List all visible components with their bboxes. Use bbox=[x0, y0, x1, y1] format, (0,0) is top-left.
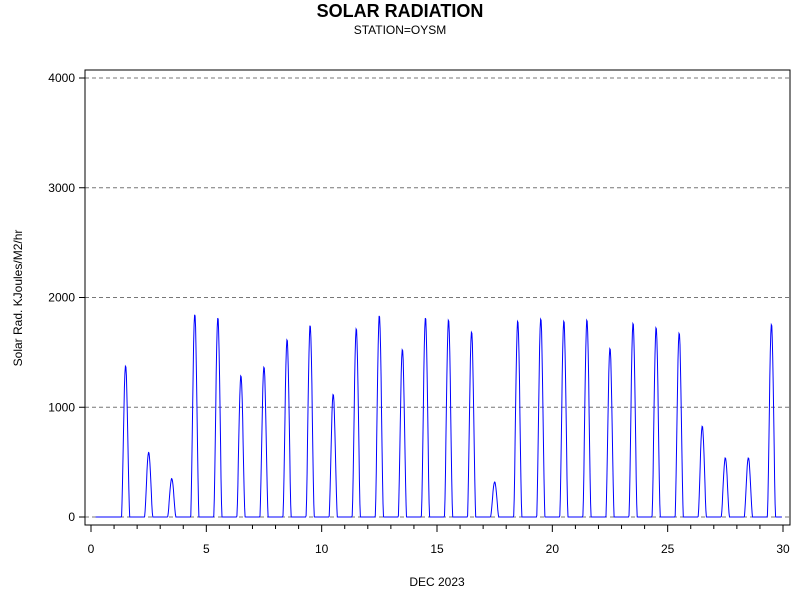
day-peak-point-29 bbox=[770, 323, 772, 325]
day-peak-point-12 bbox=[378, 314, 380, 316]
day-peak-point-6 bbox=[240, 374, 242, 376]
x-tick-label: 0 bbox=[88, 542, 95, 556]
x-axis-label: DEC 2023 bbox=[409, 575, 465, 589]
y-tick-label: 0 bbox=[68, 510, 75, 524]
y-tick-label: 4000 bbox=[48, 71, 75, 85]
peak-markers bbox=[125, 313, 773, 483]
day-peak-point-24 bbox=[655, 326, 657, 328]
day-peak-point-17 bbox=[494, 481, 496, 483]
day-peak-point-23 bbox=[632, 322, 634, 324]
y-tick-label: 1000 bbox=[48, 400, 75, 414]
day-peak-point-13 bbox=[401, 348, 403, 350]
day-peak-point-11 bbox=[355, 327, 357, 329]
day-peak-point-20 bbox=[563, 320, 565, 322]
day-peak-point-22 bbox=[609, 347, 611, 349]
day-peak-point-16 bbox=[471, 331, 473, 333]
gridlines bbox=[85, 77, 790, 518]
day-peak-point-18 bbox=[517, 320, 519, 322]
chart-title: SOLAR RADIATION bbox=[316, 1, 484, 21]
x-tick-label: 20 bbox=[546, 542, 560, 556]
series-line-solar-radiation bbox=[95, 314, 782, 518]
axes: 0 1000 2000 3000 4000 0 5 10 15 20 25 30 bbox=[48, 71, 790, 556]
y-tick-label: 3000 bbox=[48, 181, 75, 195]
day-peak-point-2 bbox=[148, 451, 150, 453]
x-tick-label: 30 bbox=[776, 542, 790, 556]
day-peak-point-8 bbox=[286, 338, 288, 340]
day-peak-point-4 bbox=[194, 313, 196, 315]
day-peak-point-26 bbox=[701, 425, 703, 427]
day-peak-point-3 bbox=[171, 478, 173, 480]
x-tick-label: 5 bbox=[203, 542, 210, 556]
day-peak-point-5 bbox=[217, 316, 219, 318]
day-peak-point-14 bbox=[424, 316, 426, 318]
y-axis-label: Solar Rad. KJoules/M2/hr bbox=[11, 230, 25, 367]
x-tick-label: 15 bbox=[430, 542, 444, 556]
day-peak-point-7 bbox=[263, 366, 265, 368]
day-peak-point-21 bbox=[586, 318, 588, 320]
day-peak-point-15 bbox=[448, 318, 450, 320]
day-peak-point-28 bbox=[747, 457, 749, 459]
day-peak-point-25 bbox=[678, 332, 680, 334]
x-tick-label: 25 bbox=[661, 542, 675, 556]
day-peak-point-10 bbox=[332, 393, 334, 395]
y-tick-label: 2000 bbox=[48, 291, 75, 305]
day-peak-point-9 bbox=[309, 324, 311, 326]
day-peak-point-27 bbox=[724, 457, 726, 459]
x-tick-label: 10 bbox=[315, 542, 329, 556]
chart-subtitle: STATION=OYSM bbox=[353, 23, 447, 37]
day-peak-point-19 bbox=[540, 317, 542, 319]
day-peak-point-1 bbox=[125, 365, 127, 367]
